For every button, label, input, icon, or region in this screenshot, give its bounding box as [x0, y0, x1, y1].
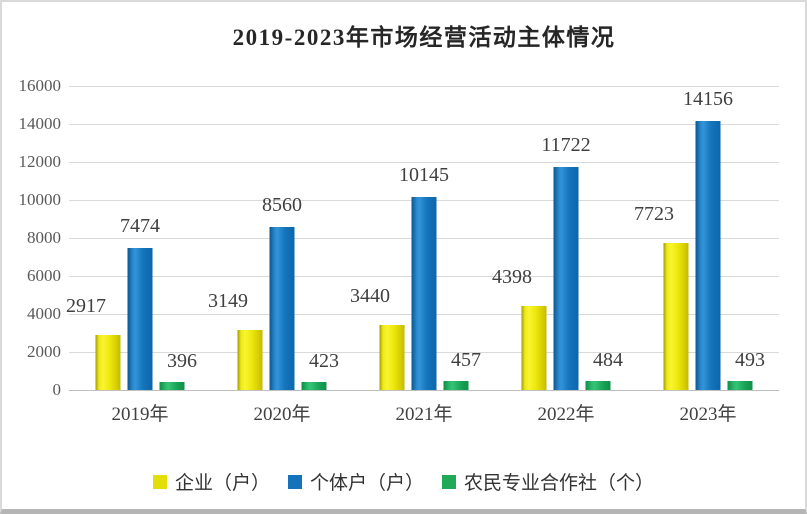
data-label: 7474: [120, 215, 160, 237]
legend-item: 个体户（户）: [287, 468, 424, 495]
data-label: 396: [167, 350, 197, 373]
data-label: 4398: [492, 266, 532, 289]
bar-slot: 11722: [541, 86, 591, 390]
data-label: 2917: [66, 294, 106, 317]
bar-企业（户）-2023年: [663, 243, 689, 390]
legend-label: 农民专业合作社（个）: [464, 473, 655, 494]
bar-企业（户）-2020年: [237, 330, 263, 390]
bar-cluster: 2917 7474 396: [66, 86, 197, 390]
bar-slot: 10145: [399, 86, 449, 390]
bar-slot: 2917: [66, 86, 121, 390]
data-label: 484: [593, 348, 623, 371]
y-tick-label: 10000: [18, 190, 62, 209]
bar-个体户（户）-2023年: [695, 121, 721, 390]
bar-slot: 7474: [120, 86, 160, 390]
bar-slot: 457: [443, 86, 481, 390]
bar-cluster: 3440 10145 457: [350, 86, 481, 390]
data-label: 3440: [350, 284, 390, 307]
year-group: 4398 11722 484 2022年: [492, 86, 637, 425]
legend-label: 个体户（户）: [309, 473, 424, 494]
bar-cluster: 3149 8560 423: [208, 86, 339, 390]
chart-title: 2019-2023年市场经营活动主体情况: [232, 25, 616, 50]
y-tick-label: 16000: [18, 76, 62, 95]
bar-cluster: 7723 14156 493: [634, 86, 765, 390]
x-category-label: 2023年: [679, 404, 737, 425]
data-label: 10145: [399, 164, 449, 187]
gridline: [69, 86, 779, 87]
bar-农民专业合作社（个）-2023年: [727, 380, 753, 390]
y-tick-label: 2000: [27, 342, 61, 361]
bar-企业（户）-2022年: [521, 306, 547, 390]
bar-农民专业合作社（个）-2019年: [159, 382, 185, 390]
x-category-label: 2022年: [537, 404, 595, 425]
data-label: 3149: [208, 290, 248, 313]
year-group: 3440 10145 457 2021年: [350, 86, 495, 425]
bar-个体户（户）-2019年: [127, 248, 153, 390]
data-label: 11722: [541, 134, 591, 157]
legend: 企业（户） 个体户（户） 农民专业合作社（个）: [2, 468, 805, 495]
data-label: 493: [735, 348, 765, 371]
gridline: [69, 162, 779, 163]
x-category-label: 2020年: [253, 404, 311, 425]
bar-slot: 484: [585, 86, 623, 390]
y-axis: 16000 14000 12000 10000 8000 6000 4000 2000 0: [2, 76, 62, 399]
bar-slot: 3440: [350, 86, 405, 390]
x-category-label: 2021年: [395, 404, 453, 425]
bar-个体户（户）-2020年: [269, 227, 295, 390]
year-group: 7723 14156 493 2023年: [634, 86, 779, 425]
data-label: 423: [309, 349, 339, 372]
year-group: 3149 8560 423 2020年: [208, 86, 353, 425]
plot-area: 2917 7474 396 2019年 3149 8560 423 2020年 3440 1014…: [66, 86, 779, 425]
legend-swatch-icon: [152, 474, 167, 489]
bar-农民专业合作社（个）-2022年: [585, 380, 611, 390]
y-tick-label: 4000: [27, 304, 61, 323]
bar-groups: 2917 7474 396 2019年 3149 8560 423 2020年 3440 1014…: [66, 86, 779, 425]
bar-slot: 3149: [208, 86, 263, 390]
gridline: [69, 390, 779, 391]
legend-item: 农民专业合作社（个）: [442, 468, 654, 495]
legend-item: 企业（户）: [152, 468, 270, 495]
bar-农民专业合作社（个）-2021年: [443, 381, 469, 390]
y-tick-label: 14000: [18, 114, 62, 133]
y-tick-label: 12000: [18, 152, 62, 171]
legend-swatch-icon: [442, 474, 456, 489]
data-label: 7723: [634, 203, 674, 226]
bar-slot: 8560: [262, 86, 302, 390]
y-tick-label: 0: [52, 380, 62, 399]
legend-swatch-icon: [287, 474, 302, 489]
gridline: [69, 124, 779, 125]
bar-个体户（户）-2021年: [411, 197, 437, 390]
data-label: 8560: [262, 194, 302, 217]
bar-cluster: 4398 11722 484: [492, 86, 623, 390]
bar-slot: 423: [301, 86, 339, 390]
bar-slot: 396: [159, 86, 197, 390]
x-category-label: 2019年: [111, 404, 169, 425]
y-tick-label: 6000: [27, 266, 61, 285]
bar-个体户（户）-2022年: [553, 167, 579, 390]
bar-slot: 14156: [683, 86, 733, 390]
bar-slot: 4398: [492, 86, 547, 390]
bar-slot: 7723: [634, 86, 689, 390]
data-label: 457: [451, 349, 481, 372]
legend-label: 企业（户）: [174, 473, 270, 494]
bar-企业（户）-2021年: [379, 324, 405, 390]
bar-农民专业合作社（个）-2020年: [301, 381, 327, 390]
year-group: 2917 7474 396 2019年: [66, 86, 211, 425]
y-tick-label: 8000: [27, 228, 61, 247]
bar-企业（户）-2019年: [95, 334, 121, 390]
data-label: 14156: [683, 88, 733, 111]
bar-slot: 493: [727, 86, 765, 390]
